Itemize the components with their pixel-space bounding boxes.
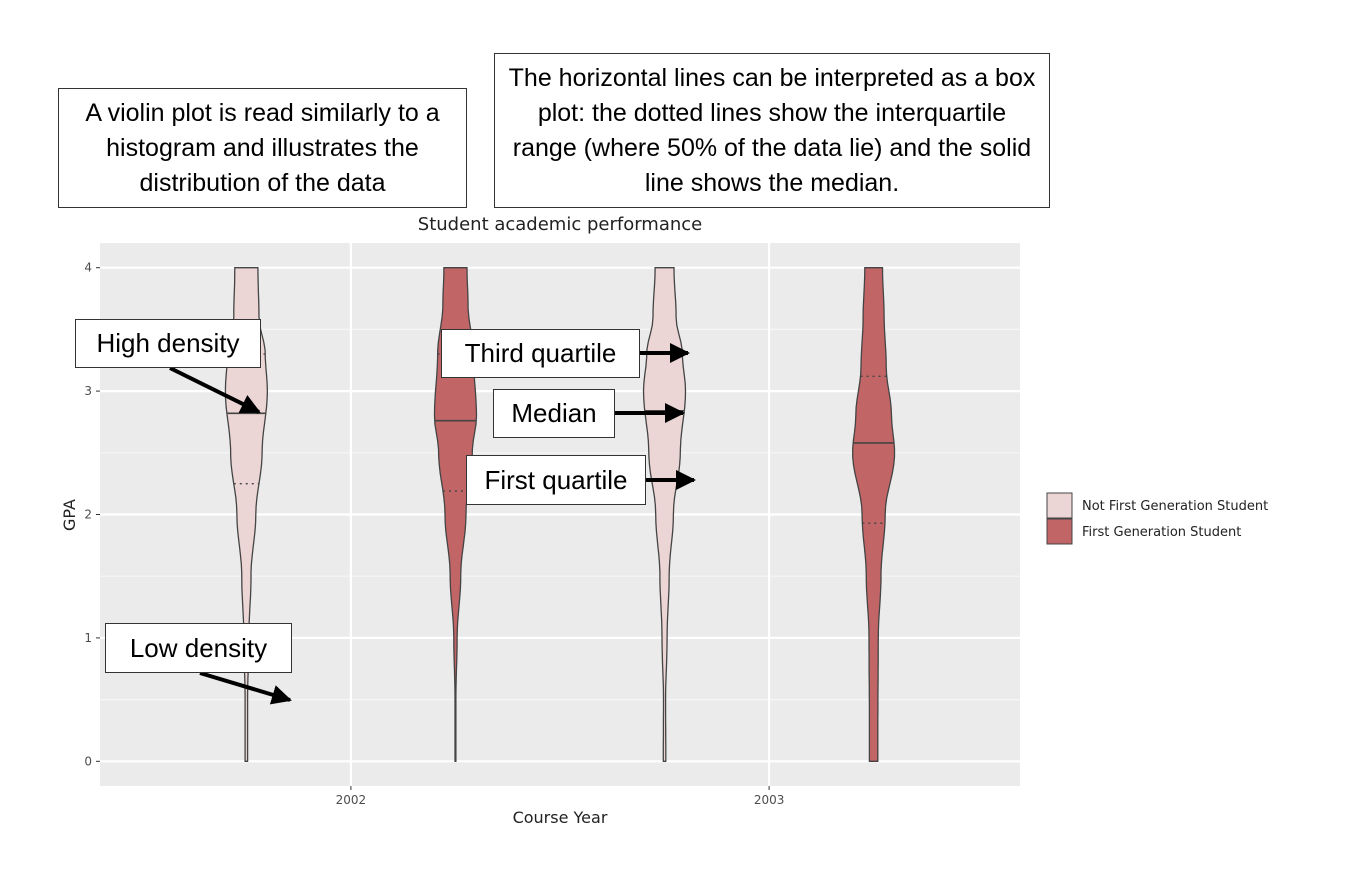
low-density-callout: Low density <box>105 623 292 673</box>
high-density-arrow <box>169 366 261 414</box>
violin-2003-first-gen <box>852 267 896 762</box>
y-tick-label: 1 <box>84 631 92 645</box>
violin-2002-first-gen <box>433 267 478 762</box>
legend-label: Not First Generation Student <box>1082 499 1268 514</box>
high-density-callout: High density <box>75 319 261 368</box>
median-callout: Median <box>493 389 615 438</box>
chart-title: Student academic performance <box>418 214 702 235</box>
box-lines-explanation-callout: The horizontal lines can be interpreted … <box>494 53 1050 208</box>
x-tick-label: 2002 <box>336 793 367 807</box>
x-axis-label: Course Year <box>513 808 608 827</box>
violin-explanation-callout: A violin plot is read similarly to a his… <box>58 88 467 208</box>
legend-key <box>1046 518 1073 545</box>
y-tick-label: 3 <box>84 384 92 398</box>
legend-key <box>1046 492 1073 519</box>
legend: Not First Generation Student First Genera… <box>1046 492 1268 545</box>
callout-arrows <box>169 343 696 705</box>
y-axis-label: GPA <box>60 499 79 531</box>
y-tick-label: 0 <box>84 754 92 768</box>
violin-2003-not-first-gen <box>642 267 687 762</box>
first-quartile-callout: First quartile <box>466 455 646 505</box>
third-quartile-callout: Third quartile <box>441 329 640 378</box>
legend-label: First Generation Student <box>1082 525 1241 540</box>
y-tick-label: 2 <box>84 508 92 522</box>
low-density-arrow <box>199 671 292 705</box>
violin-2002-not-first-gen <box>224 267 269 762</box>
y-tick-label: 4 <box>84 261 92 275</box>
x-tick-label: 2003 <box>754 793 785 807</box>
